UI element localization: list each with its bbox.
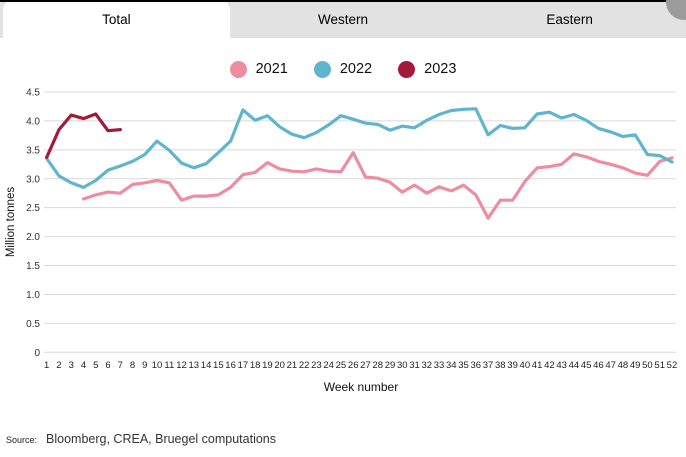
series-2021-line xyxy=(81,151,674,220)
x-axis-ticks: 1 2 3 4 5 6 7 8 9 10 11 12 13 14 15 16 17 18 19 20 21 22 23 24 2… xyxy=(44,360,677,371)
source-row: Source: Bloomberg, CREA, Bruegel computa… xyxy=(6,432,606,446)
x-tick-17: 17 xyxy=(238,360,249,371)
x-tick-43: 43 xyxy=(556,360,567,371)
x-tick-33: 33 xyxy=(434,360,445,371)
y-tick-1.5: 1.5 xyxy=(26,261,40,272)
tab-total-label: Total xyxy=(102,11,131,27)
series-lines xyxy=(45,107,674,220)
legend-swatch-2021 xyxy=(229,60,247,78)
x-tick-2: 2 xyxy=(56,360,61,371)
x-tick-10: 10 xyxy=(152,360,163,371)
x-tick-6: 6 xyxy=(105,360,110,371)
x-tick-4: 4 xyxy=(81,360,86,371)
x-tick-39: 39 xyxy=(507,360,518,371)
x-tick-45: 45 xyxy=(581,360,592,371)
x-tick-26: 26 xyxy=(348,360,359,371)
x-tick-52: 52 xyxy=(667,360,678,371)
x-tick-27: 27 xyxy=(360,360,371,371)
y-tick-0.5: 0.5 xyxy=(26,319,40,330)
y-tick-4.0: 4.0 xyxy=(26,116,40,127)
tab-total[interactable]: Total xyxy=(3,0,230,38)
x-tick-18: 18 xyxy=(250,360,261,371)
x-tick-11: 11 xyxy=(164,360,174,371)
x-tick-51: 51 xyxy=(654,360,665,371)
x-tick-44: 44 xyxy=(569,360,580,371)
x-tick-49: 49 xyxy=(630,360,641,371)
x-tick-37: 37 xyxy=(483,360,494,371)
y-tick-2.5: 2.5 xyxy=(26,203,40,214)
x-tick-1: 1 xyxy=(44,360,49,371)
x-tick-35: 35 xyxy=(458,360,469,371)
chart-legend: 2021 2022 2023 xyxy=(0,56,686,82)
x-tick-40: 40 xyxy=(520,360,531,371)
x-tick-25: 25 xyxy=(336,360,347,371)
x-tick-42: 42 xyxy=(544,360,555,371)
x-tick-9: 9 xyxy=(142,360,147,371)
legend-label-2023: 2023 xyxy=(424,61,457,77)
x-tick-32: 32 xyxy=(421,360,432,371)
x-tick-48: 48 xyxy=(618,360,629,371)
x-tick-16: 16 xyxy=(225,360,236,371)
y-tick-2.0: 2.0 xyxy=(26,232,40,243)
x-tick-13: 13 xyxy=(189,360,200,371)
legend-item-2021: 2021 xyxy=(229,60,288,78)
tab-eastern-label: Eastern xyxy=(546,11,593,27)
x-tick-3: 3 xyxy=(69,360,74,371)
x-tick-41: 41 xyxy=(532,360,543,371)
x-tick-21: 21 xyxy=(287,360,298,371)
x-tick-20: 20 xyxy=(274,360,285,371)
x-tick-31: 31 xyxy=(409,360,420,371)
x-tick-15: 15 xyxy=(213,360,224,371)
y-axis-title: Million tonnes xyxy=(5,187,17,258)
tab-western-label: Western xyxy=(317,11,369,27)
x-tick-29: 29 xyxy=(385,360,396,371)
y-tick-4.5: 4.5 xyxy=(26,87,40,98)
legend-swatch-2023 xyxy=(398,60,416,78)
x-tick-47: 47 xyxy=(605,360,616,371)
y-axis-ticks: 4.5 4.0 3.5 3.0 2.5 2.0 1.5 1.0 0.5 0 xyxy=(26,87,40,358)
x-tick-34: 34 xyxy=(446,360,457,371)
gridlines xyxy=(44,91,676,353)
legend-item-2022: 2022 xyxy=(313,60,373,78)
tab-bar: Total Western Eastern xyxy=(0,0,686,38)
legend-swatch-2022 xyxy=(313,60,331,78)
x-tick-8: 8 xyxy=(130,360,135,371)
y-tick-3.0: 3.0 xyxy=(26,174,40,185)
x-tick-28: 28 xyxy=(372,360,383,371)
x-tick-46: 46 xyxy=(593,360,604,371)
tab-eastern[interactable]: Eastern xyxy=(456,0,683,38)
y-tick-3.5: 3.5 xyxy=(26,145,40,156)
series-2023-line xyxy=(45,112,122,159)
legend-item-2023: 2023 xyxy=(398,60,457,78)
legend-label-2021: 2021 xyxy=(255,61,288,77)
x-tick-36: 36 xyxy=(471,360,482,371)
x-tick-30: 30 xyxy=(397,360,408,371)
top-border-line xyxy=(0,0,686,2)
x-tick-14: 14 xyxy=(201,360,212,371)
x-tick-12: 12 xyxy=(176,360,187,371)
x-tick-19: 19 xyxy=(262,360,273,371)
line-chart: 4.54.03.53.02.52.01.51.00.50 1 2 3 4 5 6 7 8 9 10… xyxy=(5,87,677,394)
x-tick-50: 50 xyxy=(642,360,653,371)
corner-circle-button[interactable] xyxy=(666,0,686,20)
source-text: Bloomberg, CREA, Bruegel computations xyxy=(46,432,277,446)
source-label: Source: xyxy=(6,435,38,445)
series-2022-line xyxy=(45,107,674,189)
x-tick-5: 5 xyxy=(93,360,98,371)
x-tick-24: 24 xyxy=(323,360,334,371)
tab-western[interactable]: Western xyxy=(230,0,457,38)
y-tick-0: 0 xyxy=(34,348,40,359)
x-tick-23: 23 xyxy=(311,360,322,371)
x-tick-22: 22 xyxy=(299,360,310,371)
y-tick-1.0: 1.0 xyxy=(26,290,40,301)
x-axis-title: Week number xyxy=(324,380,398,394)
x-tick-7: 7 xyxy=(118,360,123,371)
legend-label-2022: 2022 xyxy=(339,61,373,77)
x-tick-38: 38 xyxy=(495,360,506,371)
